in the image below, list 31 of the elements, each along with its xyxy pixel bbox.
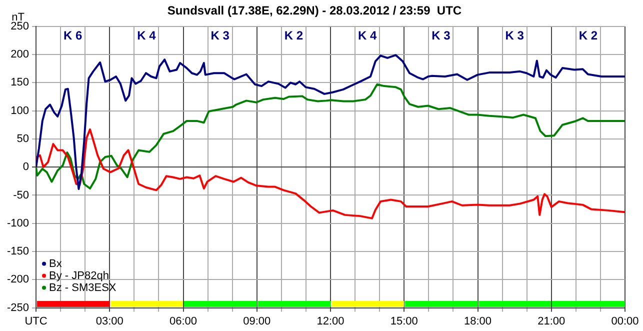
annotation: K 4 (137, 28, 156, 43)
annotation: K 2 (578, 28, 598, 43)
y-tick-label: -50 (13, 189, 30, 202)
y-tick-label: 100 (10, 104, 30, 117)
x-tick-label: 18:00 (464, 315, 492, 328)
y-tick-label: -200 (6, 274, 30, 286)
annotation: K 3 (432, 28, 451, 43)
y-tick-label: -250 (6, 302, 30, 314)
chart-title: Sundsvall (17.38E, 62.29N) - 28.03.2012 / 23:59 UTC (167, 4, 462, 18)
annotation: K 4 (358, 28, 377, 43)
x-tick-label: 12:00 (316, 315, 344, 328)
x-tick-label: 09:00 (243, 315, 271, 328)
annotation: K 6 (63, 28, 82, 43)
annotation: K 3 (210, 28, 230, 43)
x-tick-label: 00:00 (611, 315, 639, 328)
legend-label: Bx (49, 258, 62, 270)
annotation: K 2 (284, 28, 304, 43)
y-tick-label: 200 (10, 48, 30, 61)
y-tick-label: 0 (22, 161, 30, 174)
annotation: K 3 (505, 28, 524, 43)
x-tick-label: UTC (24, 315, 48, 328)
x-tick-label: 06:00 (169, 315, 198, 328)
y-tick-label: -150 (6, 246, 30, 258)
y-tick-label: 50 (16, 132, 30, 145)
y-tick-label: -100 (6, 217, 30, 230)
y-tick-label: 250 (10, 20, 30, 32)
x-tick-label: 03:00 (96, 315, 124, 328)
x-tick-label: 21:00 (538, 315, 566, 328)
x-tick-label: 15:00 (390, 315, 418, 328)
y-tick-label: 150 (10, 76, 30, 89)
legend-label: By - JP82qh (49, 270, 109, 282)
